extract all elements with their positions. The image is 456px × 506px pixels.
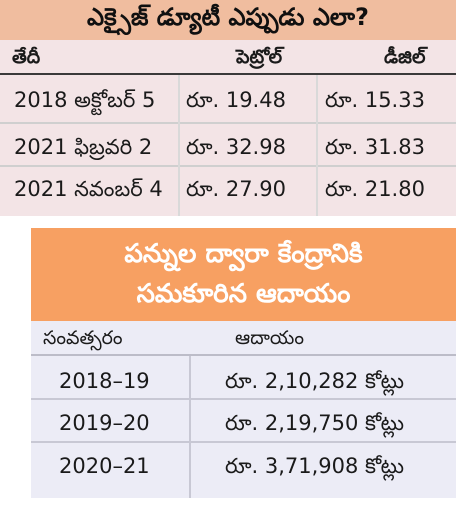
revenue-table-header: సంవత్సరం ఆదాయం — [31, 321, 456, 354]
row-date: 2018 అక్టోబర్ 5 — [14, 88, 156, 112]
header-income: ఆదాయం — [235, 327, 304, 349]
table-row: 2021 ఫిబ్రవరి 2 రూ. 32.98 రూ. 31.83 — [0, 124, 456, 170]
row-petrol: రూ. 27.90 — [186, 177, 286, 201]
table-row: 2018–19 రూ. 2,10,282 కోట్లు — [31, 357, 456, 405]
table-row: 2018 అక్టోబర్ 5 రూ. 19.48 రూ. 15.33 — [0, 77, 456, 123]
row-diesel: రూ. 21.80 — [325, 177, 425, 201]
table-row: 2019–20 రూ. 2,19,750 కోట్లు — [31, 399, 456, 447]
row-income: రూ. 2,19,750 కోట్లు — [225, 411, 405, 435]
header-petrol: పెట్రోల్ — [236, 46, 283, 68]
table-row: 2021 నవంబర్ 4 రూ. 27.90 రూ. 21.80 — [0, 166, 456, 212]
excise-table-title: ఎక్సైజ్ డ్యూటీ ఎప్పుడు ఎలా? — [0, 0, 456, 40]
column-divider — [178, 75, 180, 216]
row-divider — [31, 398, 456, 400]
row-petrol: రూ. 19.48 — [186, 88, 286, 112]
row-diesel: రూ. 15.33 — [325, 88, 425, 112]
header-year: సంవత్సరం — [43, 327, 123, 349]
row-divider — [0, 122, 456, 124]
row-date: 2021 ఫిబ్రవరి 2 — [14, 135, 153, 159]
table-row: 2020–21 రూ. 3,71,908 కోట్లు — [31, 442, 456, 490]
column-divider — [316, 75, 318, 216]
row-divider — [0, 165, 456, 167]
row-divider — [31, 441, 456, 443]
row-income: రూ. 2,10,282 కోట్లు — [225, 369, 405, 393]
revenue-title-line2: సమకూరిన ఆదాయం — [136, 279, 351, 309]
row-year: 2019–20 — [59, 411, 150, 435]
header-diesel: డీజిల్ — [384, 46, 426, 68]
row-year: 2020–21 — [59, 454, 150, 478]
revenue-table-title: పన్నుల ద్వారా కేంద్రానికి సమకూరిన ఆదాయం — [31, 228, 456, 321]
row-petrol: రూ. 32.98 — [186, 135, 286, 159]
row-diesel: రూ. 31.83 — [325, 135, 425, 159]
row-income: రూ. 3,71,908 కోట్లు — [225, 454, 405, 478]
row-date: 2021 నవంబర్ 4 — [14, 177, 163, 201]
header-divider — [31, 354, 456, 356]
row-year: 2018–19 — [59, 369, 150, 393]
excise-table-header: తేదీ పెట్రోల్ డీజిల్ — [0, 40, 456, 73]
header-divider — [0, 73, 456, 75]
revenue-title-line1: పన్నుల ద్వారా కేంద్రానికి — [124, 239, 363, 269]
header-date: తేదీ — [12, 46, 41, 68]
column-divider — [189, 356, 191, 498]
